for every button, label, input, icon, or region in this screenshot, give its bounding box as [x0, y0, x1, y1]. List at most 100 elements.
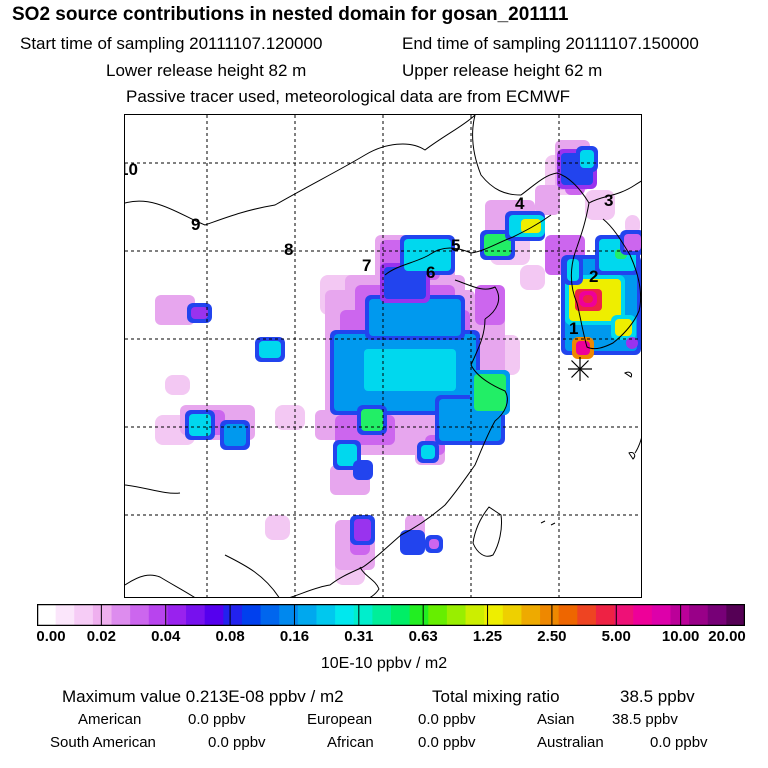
map-plot: 10 9 8 7 65 4 3 2 1 — [125, 115, 641, 597]
colorbar-swatch — [316, 604, 336, 626]
region-name-australian: Australian — [537, 734, 604, 751]
map-region-label: 5 — [451, 236, 460, 255]
coast-china-east — [289, 318, 508, 597]
colorbar-swatch — [92, 604, 113, 626]
colorbar-swatch — [502, 604, 523, 626]
concentration-cell — [585, 190, 615, 220]
map-region-label: 1 — [569, 319, 578, 338]
concentration-cell — [520, 265, 545, 290]
region-value-australian: 0.0 ppbv — [650, 734, 708, 751]
concentration-blob-core — [189, 414, 211, 436]
concentration-blob-core — [474, 374, 506, 411]
colorbar-swatch — [167, 604, 187, 626]
colorbar-swatch — [670, 604, 690, 626]
concentration-blob-core — [421, 445, 435, 459]
colorbar-swatch — [558, 604, 578, 626]
border-russia — [588, 180, 641, 204]
colorbar-swatch — [726, 604, 745, 626]
end-time-label: End time of sampling 20111107.150000 — [402, 34, 699, 53]
coastlines — [125, 115, 641, 597]
colorbar-swatch — [465, 604, 485, 626]
concentration-blob-core — [361, 409, 383, 431]
map-region-label: 3 — [604, 191, 613, 210]
concentration-blob-core — [615, 319, 632, 336]
concentration-blob-core — [580, 150, 594, 168]
coast-taiwan — [472, 506, 502, 557]
colorbar-tick-label: 0.16 — [279, 628, 310, 645]
colorbar-swatch — [707, 604, 727, 626]
concentration-blob-core — [354, 519, 371, 541]
tracer-label: Passive tracer used, meteorological data… — [126, 87, 571, 106]
start-time-label: Start time of sampling 20111107.120000 — [20, 34, 323, 53]
colorbar-tick-label: 20.00 — [708, 628, 746, 645]
region-name-asian: Asian — [537, 711, 575, 728]
coast-korea — [570, 202, 641, 350]
concentration-blob-core — [259, 341, 281, 358]
concentration-blob-core — [404, 239, 451, 271]
border-mongolia — [125, 115, 476, 226]
colorbar-tick-label: 2.50 — [537, 628, 567, 645]
concentration-blob-core — [191, 307, 208, 319]
concentration-cell — [475, 315, 505, 385]
colorbar-swatch — [521, 604, 541, 626]
colorbar-swatch — [428, 604, 448, 626]
colorbar-tick-label: 0.00 — [36, 628, 66, 645]
concentration-cell — [475, 285, 505, 325]
region-name-south-american: South American — [50, 734, 156, 751]
colorbar-swatch — [540, 604, 560, 626]
coast-hainan-strait — [359, 566, 380, 597]
colorbar-units: 10E-10 ppbv / m2 — [320, 655, 448, 672]
map-region-label: 9 — [191, 215, 200, 234]
colorbar-tick-label: 5.00 — [601, 628, 631, 645]
upper-release-label: Upper release height 62 m — [402, 61, 603, 80]
receptor-marker — [568, 357, 592, 381]
concentration-blob-core — [583, 295, 593, 303]
region-name-european: European — [307, 711, 373, 728]
lat-lon-grid — [125, 115, 641, 597]
total-mixing-label: Total mixing ratio — [432, 687, 560, 706]
colorbar-swatch — [37, 604, 57, 626]
border-southwest — [125, 484, 181, 494]
map-panel: 10 9 8 7 65 4 3 2 1 — [124, 114, 642, 598]
colorbar-swatch — [74, 604, 94, 626]
colorbar-swatch — [633, 604, 653, 626]
map-region-label: 4 — [515, 194, 525, 213]
map-region-label: 7 — [362, 256, 371, 275]
colorbar-swatch — [614, 604, 634, 626]
concentration-blob-core — [369, 299, 461, 336]
colorbar-border — [37, 604, 745, 626]
colorbar-swatch — [148, 604, 169, 626]
border-south-2 — [224, 554, 280, 597]
total-mixing-value: 38.5 ppbv — [620, 687, 695, 706]
concentration-cell — [275, 405, 305, 430]
colorbar-swatch — [446, 604, 467, 626]
colorbar-tick-label: 0.08 — [215, 628, 245, 645]
concentration-blob-core — [576, 341, 590, 355]
region-value-american: 0.0 ppbv — [188, 711, 246, 728]
concentration-blob-core — [404, 534, 421, 551]
colorbar — [37, 604, 745, 626]
region-name-african: African — [327, 734, 374, 751]
colorbar-swatch — [689, 604, 709, 626]
concentration-blob-core — [224, 424, 246, 446]
colorbar-swatch — [279, 604, 299, 626]
colorbar-swatch — [204, 604, 224, 626]
colorbar-swatch — [353, 604, 373, 626]
concentration-blob-core — [429, 539, 439, 549]
colorbar-tick-label: 0.31 — [344, 628, 374, 645]
chart-title: SO2 source contributions in nested domai… — [12, 4, 569, 25]
colorbar-swatch — [111, 604, 131, 626]
colorbar-tick-label: 0.02 — [86, 628, 116, 645]
map-region-label: 10 — [125, 160, 138, 179]
colorbar-swatch — [372, 604, 392, 626]
map-region-label: 2 — [589, 267, 598, 286]
colorbar-swatch — [297, 604, 318, 626]
colorbar-swatch — [595, 604, 616, 626]
region-value-asian: 38.5 ppbv — [612, 711, 678, 728]
colorbar-swatch — [186, 604, 206, 626]
concentration-blob-core — [357, 464, 369, 476]
concentration-blob-core — [521, 219, 541, 233]
concentration-blob-core — [630, 341, 634, 345]
colorbar-swatch — [651, 604, 672, 626]
island-east-china-sea — [540, 520, 556, 526]
